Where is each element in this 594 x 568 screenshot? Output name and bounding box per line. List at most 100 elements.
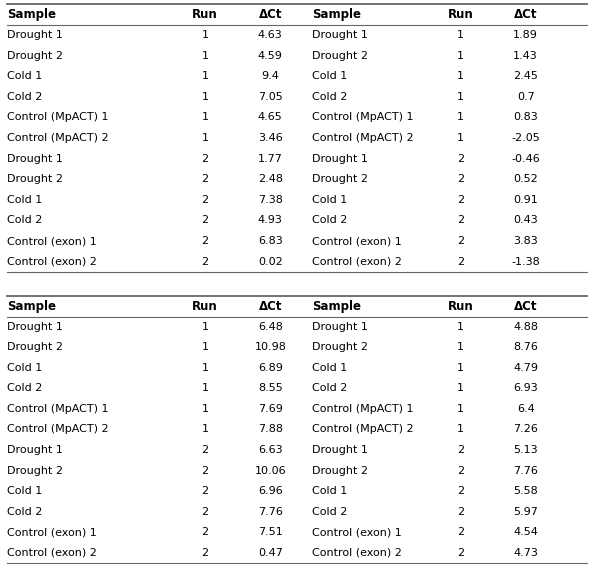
Text: Cold 1: Cold 1 (312, 71, 347, 81)
Text: 10.98: 10.98 (254, 343, 286, 352)
Text: Drought 2: Drought 2 (312, 51, 368, 61)
Text: Sample: Sample (7, 8, 56, 21)
Text: 2: 2 (201, 486, 208, 496)
Text: 1: 1 (457, 92, 464, 102)
Text: 1: 1 (201, 322, 208, 332)
Text: 7.76: 7.76 (513, 466, 538, 475)
Text: 4.54: 4.54 (513, 527, 538, 537)
Text: Control (exon) 2: Control (exon) 2 (312, 257, 402, 267)
Text: Drought 2: Drought 2 (7, 51, 63, 61)
Text: Cold 1: Cold 1 (312, 363, 347, 373)
Text: 6.93: 6.93 (513, 383, 538, 394)
Text: Cold 2: Cold 2 (312, 507, 347, 517)
Text: 1: 1 (201, 112, 208, 122)
Text: Control (MpACT) 2: Control (MpACT) 2 (7, 424, 109, 435)
Text: 1: 1 (457, 343, 464, 352)
Text: 4.59: 4.59 (258, 51, 283, 61)
Text: 1: 1 (457, 424, 464, 435)
Text: 2: 2 (457, 466, 464, 475)
Text: 2: 2 (457, 215, 464, 225)
Text: 1: 1 (201, 404, 208, 414)
Text: 2: 2 (457, 507, 464, 517)
Text: 1: 1 (201, 30, 208, 40)
Text: 0.52: 0.52 (513, 174, 538, 184)
Text: 4.63: 4.63 (258, 30, 283, 40)
Text: 0.7: 0.7 (517, 92, 535, 102)
Text: 1: 1 (201, 51, 208, 61)
Text: Control (exon) 1: Control (exon) 1 (7, 236, 97, 246)
Text: Run: Run (447, 8, 473, 21)
Text: 2: 2 (201, 466, 208, 475)
Text: Run: Run (447, 300, 473, 313)
Text: 1: 1 (457, 51, 464, 61)
Text: 1: 1 (201, 343, 208, 352)
Text: 1: 1 (201, 383, 208, 394)
Text: Run: Run (192, 8, 218, 21)
Text: 6.83: 6.83 (258, 236, 283, 246)
Text: -2.05: -2.05 (511, 133, 540, 143)
Text: 1.89: 1.89 (513, 30, 538, 40)
Text: 2.48: 2.48 (258, 174, 283, 184)
Text: 6.63: 6.63 (258, 445, 283, 455)
Text: 2: 2 (457, 445, 464, 455)
Text: 2.45: 2.45 (513, 71, 538, 81)
Text: 1: 1 (201, 92, 208, 102)
Text: 2: 2 (201, 257, 208, 267)
Text: Cold 1: Cold 1 (7, 363, 42, 373)
Text: Drought 2: Drought 2 (312, 466, 368, 475)
Text: 1: 1 (457, 322, 464, 332)
Text: 7.26: 7.26 (513, 424, 538, 435)
Text: Cold 2: Cold 2 (7, 92, 43, 102)
Text: 3.46: 3.46 (258, 133, 283, 143)
Text: Control (MpACT) 2: Control (MpACT) 2 (312, 424, 413, 435)
Text: Cold 2: Cold 2 (7, 383, 43, 394)
Text: 2: 2 (201, 174, 208, 184)
Text: 1: 1 (201, 71, 208, 81)
Text: 6.4: 6.4 (517, 404, 535, 414)
Text: ΔCt: ΔCt (514, 8, 538, 21)
Text: 1: 1 (201, 363, 208, 373)
Text: 2: 2 (457, 236, 464, 246)
Text: 2: 2 (457, 174, 464, 184)
Text: 1: 1 (457, 30, 464, 40)
Text: 2: 2 (201, 527, 208, 537)
Text: 0.83: 0.83 (513, 112, 538, 122)
Text: -0.46: -0.46 (511, 153, 540, 164)
Text: Drought 2: Drought 2 (312, 174, 368, 184)
Text: 7.51: 7.51 (258, 527, 283, 537)
Text: -1.38: -1.38 (511, 257, 540, 267)
Text: 2: 2 (201, 507, 208, 517)
Text: Cold 1: Cold 1 (7, 195, 42, 205)
Text: 2: 2 (201, 236, 208, 246)
Text: Cold 2: Cold 2 (312, 383, 347, 394)
Text: Drought 1: Drought 1 (7, 445, 63, 455)
Text: Control (exon) 1: Control (exon) 1 (312, 527, 402, 537)
Text: 8.76: 8.76 (513, 343, 538, 352)
Text: Control (MpACT) 1: Control (MpACT) 1 (7, 404, 109, 414)
Text: Sample: Sample (7, 300, 56, 313)
Text: Control (MpACT) 1: Control (MpACT) 1 (312, 112, 413, 122)
Text: Control (exon) 1: Control (exon) 1 (312, 236, 402, 246)
Text: 2: 2 (201, 195, 208, 205)
Text: Cold 2: Cold 2 (312, 92, 347, 102)
Text: 2: 2 (457, 153, 464, 164)
Text: 7.76: 7.76 (258, 507, 283, 517)
Text: Control (MpACT) 2: Control (MpACT) 2 (7, 133, 109, 143)
Text: 1: 1 (457, 71, 464, 81)
Text: 1: 1 (457, 112, 464, 122)
Text: Cold 1: Cold 1 (312, 486, 347, 496)
Text: ΔCt: ΔCt (514, 300, 538, 313)
Text: 0.43: 0.43 (513, 215, 538, 225)
Text: 6.89: 6.89 (258, 363, 283, 373)
Text: 1: 1 (457, 133, 464, 143)
Text: Cold 1: Cold 1 (312, 195, 347, 205)
Text: ΔCt: ΔCt (258, 300, 282, 313)
Text: ΔCt: ΔCt (258, 8, 282, 21)
Text: Control (exon) 2: Control (exon) 2 (7, 548, 97, 558)
Text: 2: 2 (457, 486, 464, 496)
Text: 2: 2 (201, 445, 208, 455)
Text: Cold 2: Cold 2 (7, 507, 43, 517)
Text: Control (exon) 1: Control (exon) 1 (7, 527, 97, 537)
Text: 7.38: 7.38 (258, 195, 283, 205)
Text: 5.58: 5.58 (513, 486, 538, 496)
